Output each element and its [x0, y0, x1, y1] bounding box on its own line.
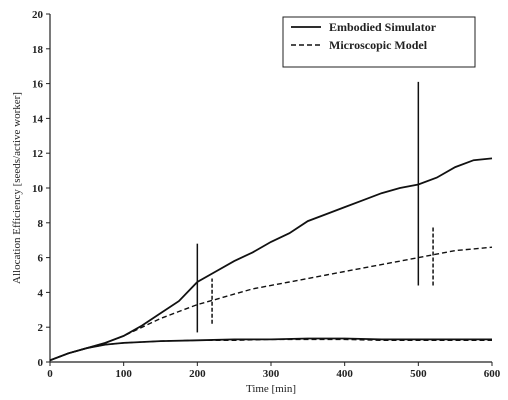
- y-tick-label: 16: [32, 79, 44, 91]
- x-tick-label: 0: [47, 368, 53, 380]
- y-tick-label: 18: [32, 44, 44, 56]
- y-tick-label: 0: [38, 357, 44, 369]
- y-tick-label: 14: [32, 113, 44, 125]
- x-tick-label: 200: [189, 368, 206, 380]
- legend-label: Embodied Simulator: [329, 20, 437, 34]
- plot-area: 0 100 200 300 400 500 600 0 2 4 6 8 10 12 14 16 18 20: [32, 9, 501, 380]
- y-tick-label: 10: [32, 183, 44, 195]
- series-line-1: [49, 246, 493, 361]
- legend-label: Microscopic Model: [329, 38, 428, 52]
- x-tick-label: 500: [410, 368, 427, 380]
- x-tick-label: 600: [484, 368, 501, 380]
- y-tick-label: 12: [32, 148, 44, 160]
- x-tick-label: 400: [336, 368, 353, 380]
- x-axis-label: Time [min]: [246, 383, 296, 395]
- y-tick-label: 2: [38, 322, 44, 334]
- y-tick-label: 6: [38, 253, 44, 265]
- y-axis-label: Allocation Efficiency [seeds/active work…: [11, 92, 23, 284]
- y-tick-label: 4: [38, 287, 44, 299]
- y-tick-label: 8: [38, 218, 44, 230]
- legend-box: [282, 16, 476, 68]
- y-tick-label: 20: [32, 9, 44, 21]
- legend: Embodied Simulator Microscopic Model: [282, 16, 476, 68]
- series-line-3: [49, 338, 492, 361]
- x-tick-label: 100: [115, 368, 132, 380]
- x-tick-label: 300: [263, 368, 280, 380]
